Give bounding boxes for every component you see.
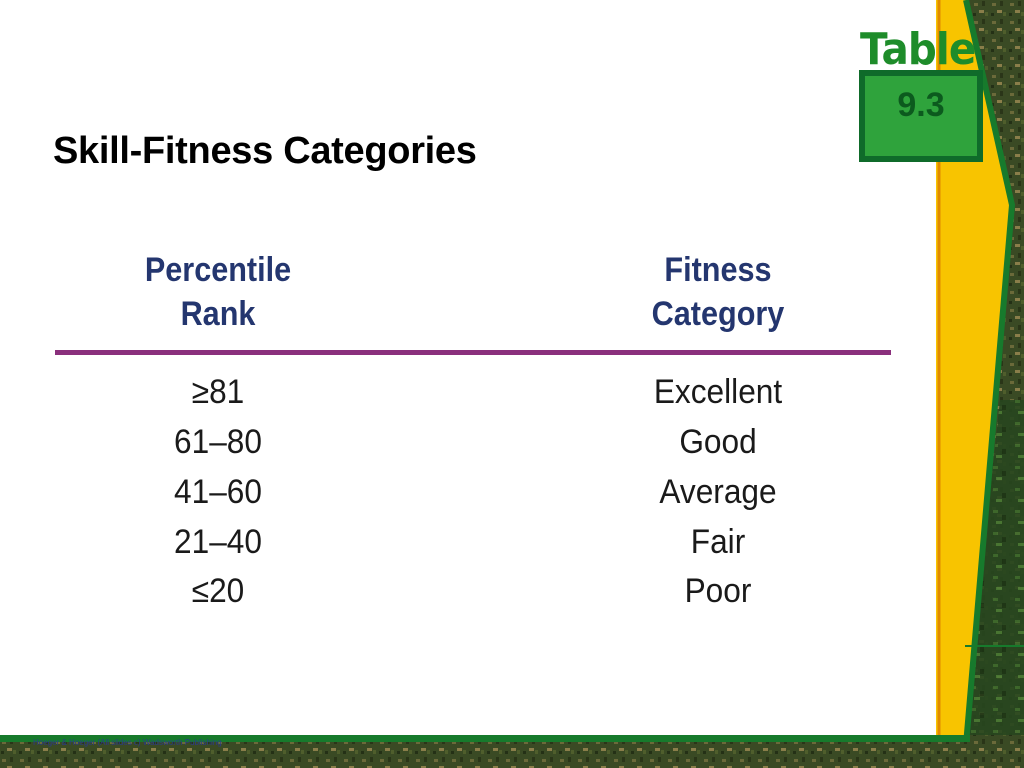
category-cell: Average <box>659 473 777 511</box>
category-cell: Good <box>679 423 757 461</box>
table-number-badge: 9.3 <box>859 70 983 162</box>
table-row: ≥81 Excellent <box>0 370 930 418</box>
category-cell: Poor <box>684 572 752 610</box>
table-row: 61–80 Good <box>0 420 930 468</box>
column-header-category-line1: Fitness <box>664 251 772 289</box>
category-cell: Excellent <box>653 373 783 411</box>
slide-title: Skill-Fitness Categories <box>53 130 477 172</box>
rank-cell: ≥81 <box>191 373 245 411</box>
rank-cell: 61–80 <box>174 423 262 461</box>
table-tag-word: Table <box>860 24 976 75</box>
category-cell: Fair <box>690 523 746 561</box>
rank-cell: 21–40 <box>174 523 262 561</box>
column-header-category-line2: Category <box>651 295 785 333</box>
table-row: 41–60 Average <box>0 470 930 518</box>
rank-cell: ≤20 <box>191 572 245 610</box>
table-row: 21–40 Fair <box>0 520 930 568</box>
copyright-footer: Hoeger & Hoeger (All slides c) Wadsworth… <box>33 738 222 747</box>
table-row: ≤20 Poor <box>0 569 930 617</box>
table-number: 9.3 <box>897 86 945 124</box>
column-header-rank-line1: Percentile <box>144 251 292 289</box>
column-header-rank: Percentile Rank <box>119 248 317 336</box>
column-header-category: Fitness Category <box>619 248 817 336</box>
header-divider <box>55 350 891 355</box>
rank-cell: 41–60 <box>174 473 262 511</box>
column-header-rank-line2: Rank <box>180 295 256 333</box>
